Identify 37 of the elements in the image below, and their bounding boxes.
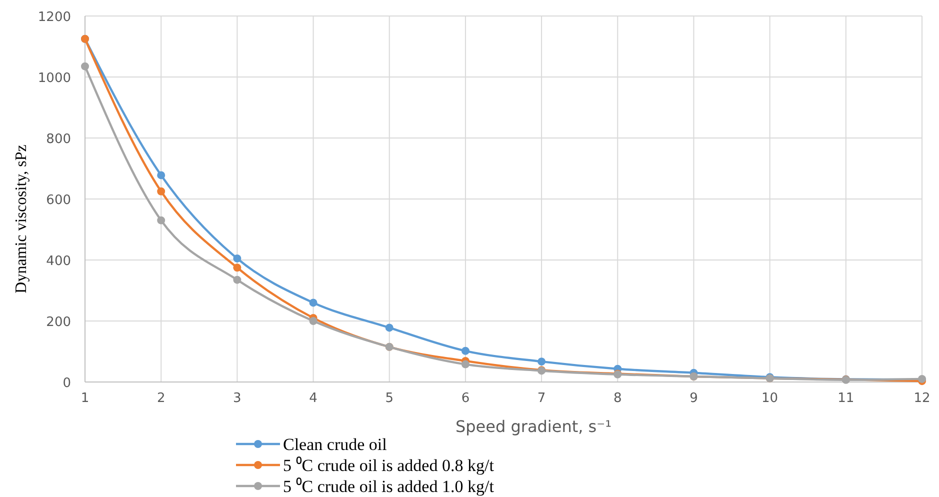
y-tick-label: 0 <box>62 376 71 391</box>
point <box>538 358 546 366</box>
y-tick-label: 400 <box>46 254 71 269</box>
legend-label: 5 ⁰C crude oil is added 1.0 kg/t <box>283 477 494 496</box>
point <box>385 324 394 332</box>
point <box>81 62 89 70</box>
x-tick-label: 12 <box>914 391 930 406</box>
point <box>461 360 470 368</box>
x-tick-label: 11 <box>838 391 854 406</box>
x-tick-label: 8 <box>613 391 622 406</box>
x-tick-label: 3 <box>233 391 242 406</box>
x-axis-title: Speed gradient, s⁻¹ <box>455 417 612 436</box>
point <box>233 254 242 262</box>
point <box>157 171 166 180</box>
point <box>309 317 318 325</box>
y-tick-label: 600 <box>46 193 71 208</box>
x-tick-label: 7 <box>537 391 546 406</box>
legend-label: 5 ⁰C crude oil is added 0.8 kg/t <box>283 456 494 475</box>
point <box>233 276 242 284</box>
point <box>233 264 242 272</box>
point <box>157 187 166 196</box>
x-tick-label: 6 <box>461 391 470 406</box>
y-tick-label: 1000 <box>38 71 71 86</box>
y-tick-label: 200 <box>46 315 71 330</box>
x-tick-label: 10 <box>762 391 778 406</box>
y-tick-label: 800 <box>46 132 71 147</box>
legend-label: Clean crude oil <box>283 435 388 454</box>
x-tick-label: 2 <box>156 391 166 406</box>
point <box>309 298 318 307</box>
x-tick-label: 1 <box>80 391 90 406</box>
y-axis-title: Dynamic viscosity, sPz <box>13 144 30 294</box>
point <box>461 346 470 355</box>
x-tick-label: 4 <box>309 391 318 406</box>
x-tick-label: 5 <box>385 391 394 406</box>
point <box>157 216 166 224</box>
x-tick-label: 9 <box>690 391 698 406</box>
y-tick-label: 1200 <box>38 10 71 25</box>
